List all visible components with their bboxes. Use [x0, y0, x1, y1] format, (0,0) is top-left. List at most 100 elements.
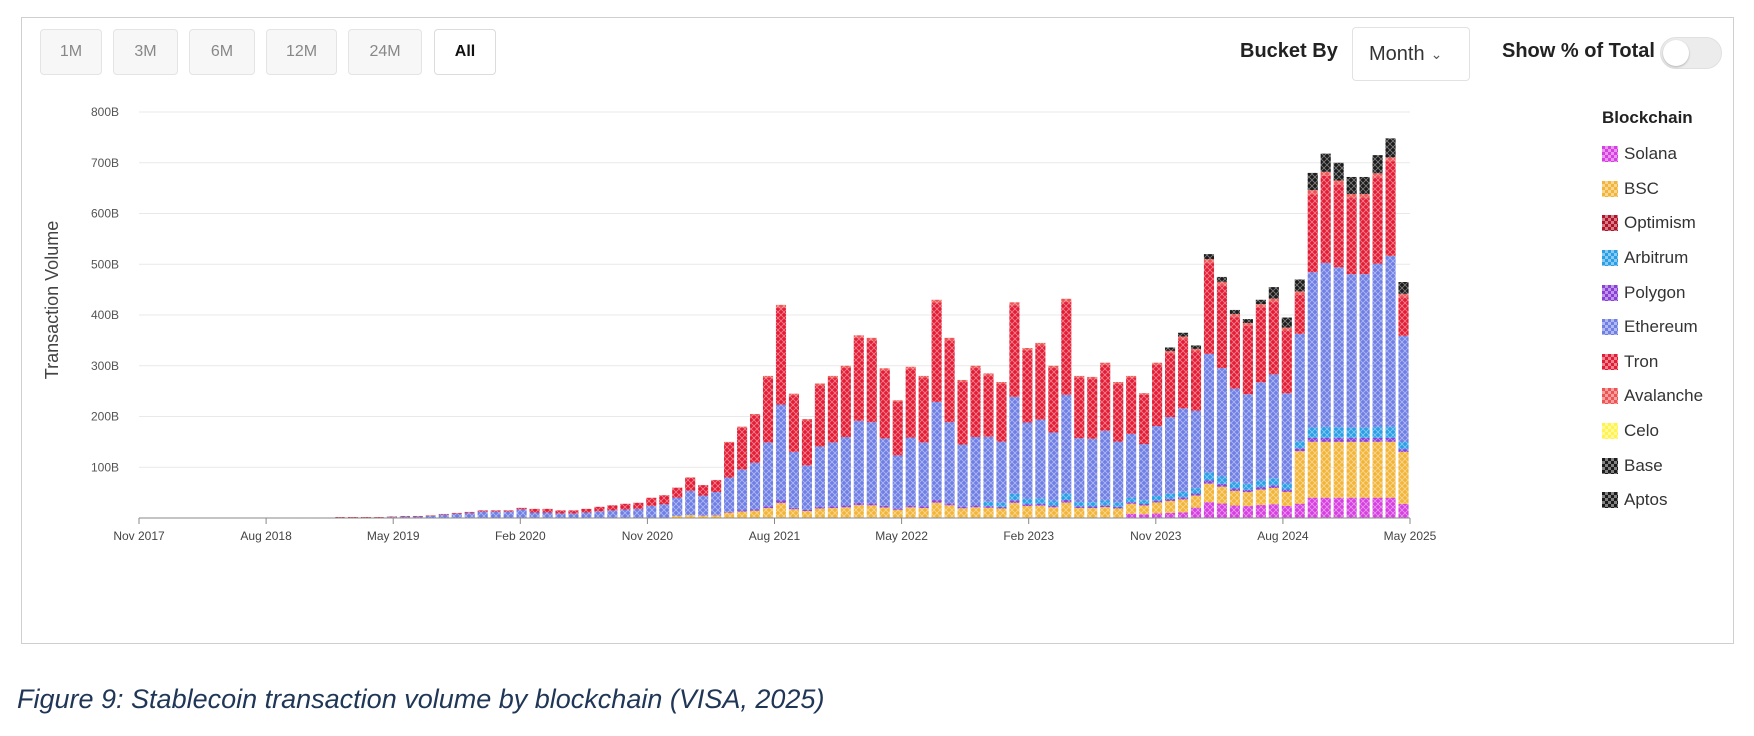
bar-segment-tron [542, 508, 553, 513]
legend-item-bsc[interactable]: BSC [1602, 172, 1703, 207]
legend-label: Base [1624, 455, 1663, 475]
range-24m-button[interactable]: 24M [348, 29, 422, 75]
y-tick-label: 600B [91, 207, 119, 221]
bucket-by-label: Bucket By [1240, 40, 1338, 62]
legend-label: Celo [1624, 421, 1659, 441]
bar-stack [1009, 302, 1020, 518]
bar-stack [1307, 172, 1318, 518]
bar-segment-avalanche [905, 366, 916, 370]
bar-segment-avalanche [1177, 336, 1189, 340]
legend-item-celo[interactable]: Celo [1602, 414, 1703, 449]
bar-segment-avalanche [1022, 347, 1033, 351]
bar-segment-avalanche [892, 400, 903, 403]
bar-segment-avalanche [879, 368, 890, 371]
bar-segment-polygon [866, 503, 877, 506]
legend-item-solana[interactable]: Solana [1602, 137, 1703, 172]
legend-item-optimism[interactable]: Optimism [1602, 206, 1703, 241]
bar-stack [1229, 309, 1240, 518]
legend-item-tron[interactable]: Tron [1602, 345, 1703, 380]
chevron-down-icon: ⌄ [1430, 45, 1443, 62]
legend-item-polygon[interactable]: Polygon [1602, 275, 1703, 310]
range-all-button[interactable]: All [434, 29, 496, 75]
bar-segment-bsc [1100, 507, 1111, 518]
bar-segment-ethereum [775, 404, 787, 501]
bar-stack [568, 510, 579, 518]
bar-segment-tron [762, 378, 774, 443]
legend-swatch-icon [1602, 180, 1618, 197]
legend-label: Solana [1624, 144, 1677, 164]
bar-segment-avalanche [1268, 298, 1279, 303]
bar-segment-tron [775, 308, 787, 405]
bar-segment-bsc [983, 507, 994, 518]
bar-segment-tron [1009, 305, 1020, 397]
bar-segment-solana [1281, 505, 1292, 518]
bar-segment-avalanche [983, 373, 994, 376]
bar-segment-tron [1333, 184, 1344, 268]
bar-segment-polygon [762, 506, 774, 509]
bar-segment-arbitrum [1398, 442, 1409, 450]
bar-segment-tron [503, 510, 514, 512]
bar-segment-ethereum [1385, 255, 1396, 427]
bar-stack [672, 487, 683, 518]
bar-segment-arbitrum [1307, 427, 1318, 438]
range-3m-button[interactable]: 3M [113, 29, 178, 75]
bar-segment-avalanche [996, 381, 1007, 385]
y-tick-label: 200B [91, 410, 119, 424]
bar-segment-base [1372, 155, 1383, 174]
bar-segment-tron [866, 340, 877, 423]
legend-swatch-icon [1602, 423, 1618, 440]
bar-stack [1190, 345, 1202, 518]
bar-segment-tron [788, 395, 800, 452]
bar-segment-avalanche [711, 479, 722, 481]
bar-segment-ethereum [399, 516, 410, 518]
bucket-by-dropdown[interactable]: Month ⌄ [1352, 27, 1470, 81]
bar-segment-tron [1242, 326, 1253, 395]
bar-segment-ethereum [386, 516, 397, 518]
bar-stack [827, 375, 838, 518]
bar-segment-polygon [801, 509, 812, 512]
bar-segment-polygon [918, 506, 929, 509]
bar-segment-polygon [724, 511, 735, 513]
legend-item-avalanche[interactable]: Avalanche [1602, 379, 1703, 414]
grid-lines [139, 111, 1410, 468]
bar-segment-arbitrum [1061, 493, 1072, 501]
bar-segment-polygon [996, 506, 1007, 509]
bar-segment-ethereum [490, 511, 501, 518]
range-12m-button[interactable]: 12M [266, 29, 337, 75]
bar-stack [1152, 362, 1163, 518]
bar-segment-ethereum [931, 401, 942, 501]
legend-item-aptos[interactable]: Aptos [1602, 483, 1703, 518]
bar-segment-arbitrum [1216, 476, 1228, 484]
bar-segment-avalanche [840, 365, 851, 369]
bar-segment-bsc [1165, 500, 1176, 513]
bar-segment-base [1294, 279, 1305, 292]
bar-segment-bsc [1294, 451, 1305, 504]
bar-segment-solana [1320, 497, 1331, 518]
bar-segment-ethereum [1087, 438, 1098, 503]
bar-segment-bsc [1048, 507, 1059, 518]
bar-segment-tron [1190, 351, 1202, 411]
bar-segment-arbitrum [1100, 500, 1111, 506]
legend-item-base[interactable]: Base [1602, 448, 1703, 483]
bar-segment-tron [698, 485, 709, 496]
bar-segment-avalanche [1320, 171, 1331, 176]
bar-segment-avalanche [659, 495, 670, 496]
legend-item-ethereum[interactable]: Ethereum [1602, 310, 1703, 345]
bar-segment-tron [386, 516, 397, 517]
bar-segment-bsc [853, 505, 864, 518]
bar-stack [438, 513, 449, 518]
legend-item-arbitrum[interactable]: Arbitrum [1602, 241, 1703, 276]
bar-segment-ethereum [788, 451, 800, 508]
bar-stack [905, 366, 916, 518]
range-6m-button[interactable]: 6M [189, 29, 255, 75]
show-pct-toggle[interactable] [1660, 37, 1722, 69]
bar-segment-ethereum [1022, 422, 1033, 499]
bar-segment-ethereum [1281, 393, 1292, 484]
bar-segment-tron [840, 368, 851, 438]
bar-segment-polygon [1035, 503, 1046, 506]
bar-segment-avalanche [1359, 194, 1370, 199]
bar-segment-bsc [996, 508, 1007, 518]
bar-stack [698, 485, 709, 518]
bar-segment-ethereum [1372, 263, 1383, 427]
range-1m-button[interactable]: 1M [40, 29, 102, 75]
